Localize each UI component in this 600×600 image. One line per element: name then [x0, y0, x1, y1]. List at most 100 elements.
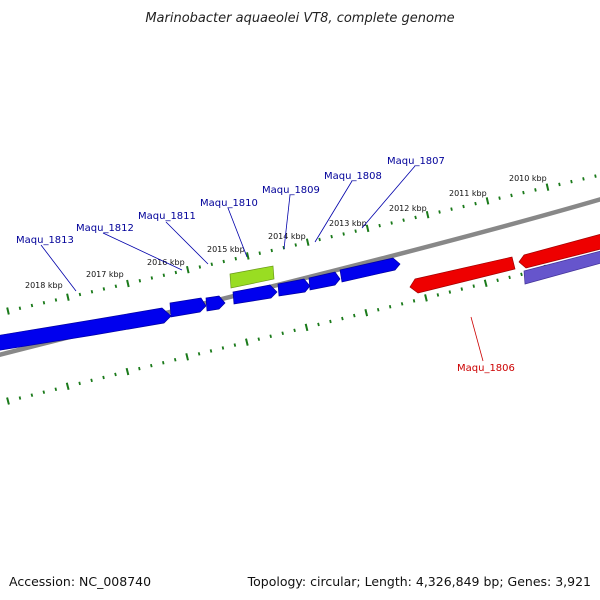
minor-tick: [353, 313, 356, 318]
leader-line-maqu-1809: [283, 194, 291, 250]
gene-maqu-1810[interactable]: [229, 265, 275, 289]
gene-maqu-1813[interactable]: [0, 307, 172, 351]
minor-tick: [233, 343, 237, 347]
minor-tick: [472, 284, 475, 288]
minor-tick: [498, 196, 501, 200]
major-tick: [304, 323, 309, 332]
gene-maqu-1807-b[interactable]: [339, 257, 401, 283]
minor-tick: [54, 387, 58, 392]
minor-tick: [221, 346, 225, 350]
major-tick: [424, 294, 428, 302]
gene-label[interactable]: Maqu_1808: [324, 171, 382, 182]
minor-tick: [269, 334, 272, 339]
minor-tick: [594, 174, 597, 178]
label-leader-lines: [40, 165, 484, 362]
leader-line-maqu-1812: [102, 232, 183, 271]
major-tick: [485, 197, 490, 205]
minor-tick: [102, 287, 106, 291]
gene-label[interactable]: Maqu_1813: [16, 235, 74, 246]
minor-tick: [330, 234, 333, 239]
secondary-feature[interactable]: [523, 250, 600, 285]
major-tick: [6, 307, 10, 315]
minor-tick: [90, 378, 93, 383]
leader-line-maqu-1813: [40, 244, 77, 292]
major-tick: [6, 397, 10, 405]
major-tick: [65, 382, 70, 391]
gene-label[interactable]: Maqu_1809: [262, 185, 320, 196]
minor-tick: [534, 188, 537, 192]
major-tick: [305, 238, 310, 246]
minor-tick: [138, 366, 141, 371]
kbp-label: 2010 kbp: [509, 174, 547, 183]
minor-tick: [198, 265, 202, 269]
minor-tick: [388, 305, 392, 309]
gene-maqu-1811[interactable]: [205, 295, 226, 312]
minor-tick: [510, 193, 513, 198]
gene-maqu-1809[interactable]: [232, 284, 278, 305]
minor-tick: [402, 218, 405, 222]
minor-tick: [42, 390, 46, 394]
kbp-label: 2013 kbp: [329, 219, 367, 228]
topology-text: Topology: circular; Length: 4,326,849 bp…: [247, 574, 591, 589]
gene-label[interactable]: Maqu_1810: [200, 198, 258, 209]
gene-maqu-1812[interactable]: [169, 297, 207, 318]
minor-tick: [138, 279, 142, 283]
minor-tick: [114, 284, 118, 289]
minor-tick: [438, 210, 441, 214]
minor-tick: [522, 190, 525, 195]
major-tick: [185, 353, 189, 361]
kbp-label: 2018 kbp: [25, 281, 63, 290]
minor-tick: [281, 331, 284, 336]
leader-line-maqu-1807: [361, 165, 416, 229]
gene-label[interactable]: Maqu_1812: [76, 223, 134, 234]
minor-tick: [150, 276, 154, 280]
minor-tick: [342, 232, 345, 236]
forward-gene-track: [0, 257, 401, 351]
gene-maqu-1808[interactable]: [277, 278, 311, 297]
minor-tick: [30, 303, 34, 308]
minor-tick: [210, 262, 214, 267]
minor-tick: [197, 352, 201, 356]
gene-maqu-1806[interactable]: [409, 256, 516, 294]
minor-tick: [400, 302, 404, 306]
minor-tick: [162, 361, 165, 365]
gene-label[interactable]: Maqu_1806: [457, 363, 515, 374]
gene-maqu-1807-a[interactable]: [308, 271, 341, 291]
minor-tick: [222, 259, 225, 264]
minor-tick: [317, 322, 320, 327]
minor-tick: [90, 290, 94, 294]
major-tick: [66, 293, 70, 301]
leader-line-maqu-1811: [165, 221, 209, 265]
map-title: Marinobacter aquaeolei VT8, complete gen…: [145, 11, 454, 26]
accession-text: Accession: NC_008740: [9, 574, 151, 589]
minor-tick: [174, 270, 178, 275]
major-tick: [126, 279, 130, 288]
kbp-label: 2011 kbp: [449, 189, 487, 198]
major-tick: [125, 367, 130, 376]
gene-labels: Maqu_1813 Maqu_1812 Maqu_1811 Maqu_1810 …: [16, 156, 515, 374]
minor-tick: [558, 182, 561, 187]
gene-reverse-partial[interactable]: [518, 233, 600, 269]
minor-tick: [30, 393, 34, 397]
minor-tick: [318, 237, 321, 242]
major-tick: [545, 183, 550, 191]
major-tick: [365, 224, 370, 233]
kbp-label: 2014 kbp: [268, 232, 306, 241]
kbp-label: 2017 kbp: [86, 270, 124, 279]
gene-label[interactable]: Maqu_1807: [387, 156, 445, 167]
minor-tick: [448, 290, 452, 294]
major-tick: [364, 308, 369, 317]
minor-tick: [508, 275, 511, 280]
minor-tick: [173, 357, 177, 362]
minor-tick: [414, 215, 417, 220]
minor-tick: [341, 316, 344, 321]
minor-tick: [570, 179, 573, 184]
minor-tick: [294, 243, 297, 247]
minor-tick: [474, 201, 477, 206]
minor-tick: [329, 319, 332, 324]
gene-label[interactable]: Maqu_1811: [138, 211, 196, 222]
minor-tick: [520, 272, 523, 277]
minor-tick: [78, 381, 81, 386]
